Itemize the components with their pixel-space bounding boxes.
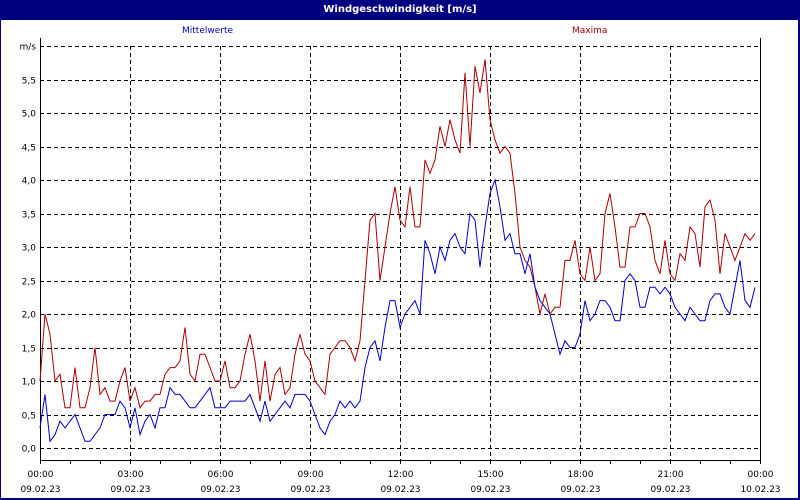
y-tick-label: 4,0 <box>22 177 37 187</box>
y-tick-label: 2,5 <box>22 278 36 288</box>
y-tick-label: 5,0 <box>22 110 37 120</box>
x-tick-time: 12:00 <box>388 470 414 480</box>
y-tick-label: 1,0 <box>22 378 37 388</box>
y-tick-label: 5,5 <box>22 77 36 87</box>
x-tick-date: 09.02.23 <box>110 485 150 495</box>
series-mittelwerte-line <box>39 178 756 443</box>
x-tick-date: 09.02.23 <box>200 485 240 495</box>
x-tick-time: 00:00 <box>28 470 54 480</box>
x-tick-date: 09.02.23 <box>560 485 600 495</box>
chart-canvas <box>1 20 798 498</box>
x-tick-date: 09.02.23 <box>650 485 690 495</box>
y-tick-label: 0,5 <box>22 412 36 422</box>
x-tick-date: 10.02.23 <box>740 485 780 495</box>
y-tick-label: 1,5 <box>22 345 36 355</box>
x-tick-time: 09:00 <box>298 470 324 480</box>
x-tick-date: 09.02.23 <box>380 485 420 495</box>
x-tick-time: 21:00 <box>658 470 684 480</box>
x-tick-date: 09.02.23 <box>290 485 330 495</box>
y-tick-label: m/s <box>20 43 37 53</box>
x-tick-time: 00:00 <box>748 470 774 480</box>
x-tick-time: 15:00 <box>478 470 504 480</box>
axes <box>40 38 761 464</box>
x-tick-date: 09.02.23 <box>470 485 510 495</box>
legend-maxima: Maxima <box>572 26 608 36</box>
x-tick-time: 06:00 <box>208 470 234 480</box>
y-tick-label: 4,5 <box>22 144 36 154</box>
legend-mittelwerte: Mittelwerte <box>182 26 234 36</box>
y-tick-label: 3,0 <box>22 244 37 254</box>
gridlines <box>40 46 760 460</box>
y-tick-label: 0,0 <box>22 445 37 455</box>
x-tick-time: 18:00 <box>568 470 594 480</box>
series-maxima-line <box>39 59 756 409</box>
chart-title: Windgeschwindigkeit [m/s] <box>0 0 800 20</box>
axis-labels: 0,0 0,5 1,0 1,5 2,0 2,5 3,0 3,5 4,0 4,5 5,0 5,5 m/s 0… <box>20 43 781 496</box>
y-tick-label: 3,5 <box>22 211 36 221</box>
x-tick-time: 03:00 <box>118 470 144 480</box>
y-tick-label: 2,0 <box>22 311 37 321</box>
x-tick-date: 09.02.23 <box>20 485 60 495</box>
